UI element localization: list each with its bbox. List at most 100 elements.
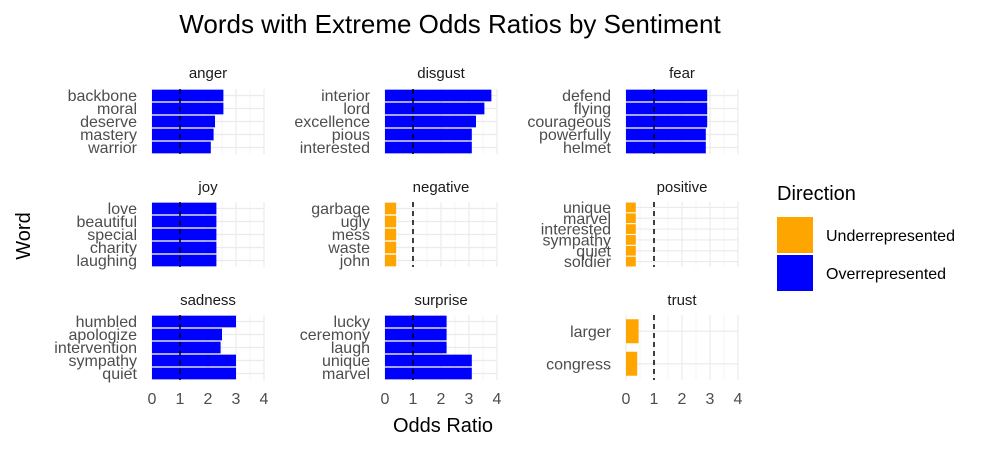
- x-axis-label: Odds Ratio: [393, 415, 493, 437]
- word-label: interested: [300, 140, 370, 157]
- bar-positive-unique: [626, 202, 636, 213]
- facet-label: trust: [667, 292, 697, 309]
- bar-surprise-marvel: [385, 367, 472, 380]
- bar-disgust-interested: [385, 141, 472, 154]
- word-label: sympathy: [543, 232, 611, 249]
- word-label: ceremony: [300, 327, 370, 344]
- bar-disgust-pious: [385, 128, 472, 141]
- word-label: deserve: [80, 114, 137, 131]
- word-label: defend: [562, 88, 611, 105]
- legend-title: Direction: [777, 183, 856, 205]
- bar-fear-helmet: [626, 141, 706, 154]
- bar-anger-deserve: [152, 115, 215, 128]
- word-label: humbled: [76, 314, 137, 331]
- bar-anger-moral: [152, 102, 224, 115]
- word-label: interior: [321, 88, 371, 105]
- bar-joy-laughing: [152, 254, 217, 267]
- panel-disgust: disgust interiorlordexcellencepiousintere…: [294, 65, 498, 157]
- legend-swatch: [777, 217, 813, 253]
- x-tick-label: 4: [734, 391, 743, 408]
- bar-disgust-interior: [385, 89, 492, 102]
- bar-surprise-laugh: [385, 341, 447, 354]
- x-tick-label: 4: [493, 391, 502, 408]
- x-tick-label: 1: [176, 391, 185, 408]
- word-label: unique: [563, 200, 611, 217]
- facet-label: negative: [413, 179, 470, 196]
- bar-sadness-humbled: [152, 315, 236, 328]
- word-label: lord: [343, 101, 370, 118]
- word-label: john: [339, 253, 370, 270]
- x-tick-label: 2: [437, 391, 446, 408]
- facet-label: surprise: [414, 292, 467, 309]
- facet-label: sadness: [180, 292, 236, 309]
- word-label: pious: [332, 127, 370, 144]
- bar-fear-defend: [626, 89, 708, 102]
- x-tick-label: 3: [232, 391, 241, 408]
- x-tick-label: 1: [650, 391, 659, 408]
- word-label: quiet: [576, 243, 611, 260]
- word-label: courageous: [527, 114, 611, 131]
- legend-items: Underrepresented Overrepresented: [777, 217, 955, 291]
- x-tick-label: 0: [622, 391, 631, 408]
- word-label: larger: [570, 324, 612, 341]
- word-label: backbone: [68, 88, 137, 105]
- word-label: moral: [97, 101, 137, 118]
- word-label: laughing: [77, 253, 138, 270]
- word-label: mastery: [80, 127, 137, 144]
- bar-sadness-quiet: [152, 367, 236, 380]
- word-label: marvel: [563, 211, 611, 228]
- chart-title: Words with Extreme Odds Ratios by Sentim…: [179, 9, 721, 39]
- bar-positive-quiet: [626, 245, 636, 256]
- word-label: flying: [574, 101, 611, 118]
- bar-anger-warrior: [152, 141, 211, 154]
- bar-fear-flying: [626, 102, 708, 115]
- x-tick-label: 0: [148, 391, 157, 408]
- bar-sadness-apologize: [152, 328, 222, 341]
- panel-positive: positive uniquemarvelinterestedsympathyqu…: [541, 179, 739, 271]
- word-label: sympathy: [69, 353, 137, 370]
- word-label: apologize: [69, 327, 138, 344]
- bar-positive-soldier: [626, 256, 636, 267]
- panel-sadness: sadness humbledapologizeinterventionsympa…: [54, 292, 268, 408]
- bar-positive-interested: [626, 224, 636, 234]
- bar-sadness-sympathy: [152, 354, 236, 367]
- word-label: garbage: [311, 201, 370, 218]
- word-label: waste: [327, 240, 370, 257]
- facet-label: anger: [189, 65, 227, 82]
- facet-label: joy: [197, 179, 218, 196]
- bar-surprise-ceremony: [385, 328, 447, 341]
- x-tick-label: 2: [204, 391, 213, 408]
- legend: Direction Underrepresented Overrepresente…: [777, 183, 955, 291]
- facet-label: fear: [669, 65, 695, 82]
- word-label: special: [87, 227, 137, 244]
- y-axis-label: Word: [13, 212, 35, 259]
- bar-negative-garbage: [385, 202, 397, 215]
- word-label: marvel: [322, 366, 370, 383]
- bar-disgust-excellence: [385, 115, 476, 128]
- x-tick-label: 2: [678, 391, 687, 408]
- bar-joy-charity: [152, 241, 217, 254]
- word-label: intervention: [54, 340, 137, 357]
- bar-anger-mastery: [152, 128, 214, 141]
- legend-label: Overrepresented: [826, 266, 946, 283]
- word-label: love: [108, 201, 137, 218]
- bar-positive-sympathy: [626, 235, 636, 245]
- bar-trust-congress: [626, 351, 638, 376]
- x-tick-label: 4: [260, 391, 269, 408]
- word-label: mess: [332, 227, 370, 244]
- word-label: charity: [90, 240, 137, 257]
- bar-negative-ugly: [385, 215, 397, 228]
- word-label: powerfully: [539, 127, 611, 144]
- x-tick-label: 3: [706, 391, 715, 408]
- bar-disgust-lord: [385, 102, 485, 115]
- bar-surprise-lucky: [385, 315, 447, 328]
- x-tick-label: 3: [465, 391, 474, 408]
- bar-sadness-intervention: [152, 341, 221, 354]
- word-label: excellence: [294, 114, 370, 131]
